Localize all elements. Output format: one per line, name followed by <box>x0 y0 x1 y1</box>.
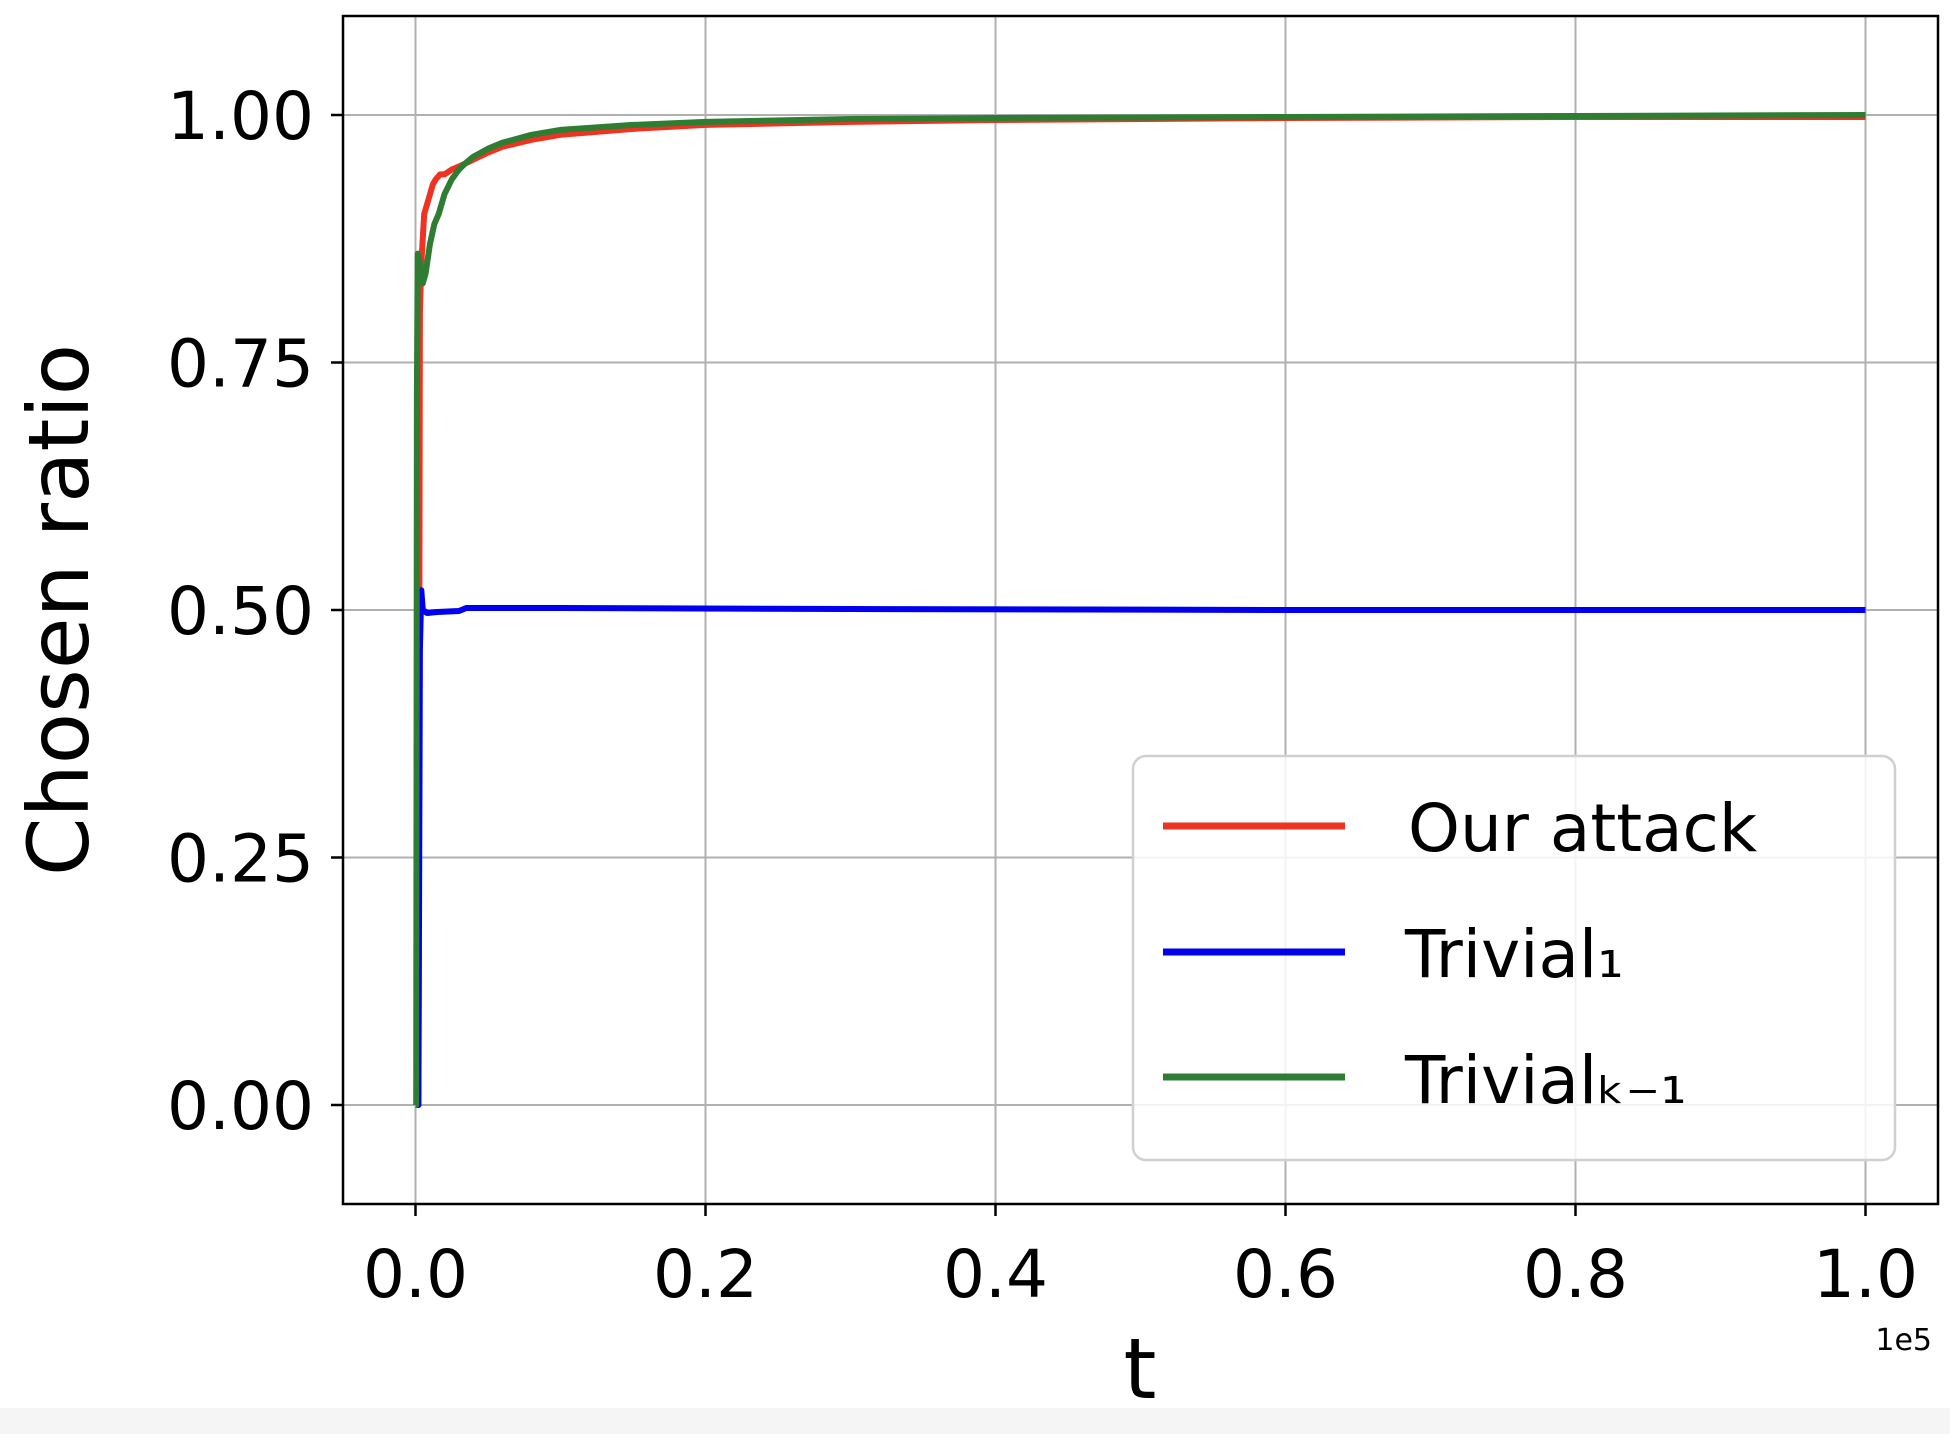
legend-label-our-attack: Our attack <box>1408 790 1758 867</box>
legend-frame <box>1131 754 1897 1162</box>
x-tick-label-0-4: 0.4 <box>943 1236 1048 1313</box>
y-tick-label-1-00: 1.00 <box>167 78 314 155</box>
y-tick-label-0-00: 0.00 <box>167 1068 314 1145</box>
x-tick-label-0-6: 0.6 <box>1233 1236 1338 1313</box>
series-line-trivial-1 <box>415 587 1866 1108</box>
series-line-trivial-k-1 <box>413 112 1866 1108</box>
series-layer <box>413 112 1866 1108</box>
x-tick-label-0-0: 0.0 <box>363 1236 468 1313</box>
ticks <box>331 113 1867 1216</box>
x-tick-label-0-2: 0.2 <box>653 1236 758 1313</box>
tick-labels: 0.0 0.2 0.4 0.6 0.8 1.0 0.00 0.25 0.50 0.75 1.00 <box>167 78 1918 1313</box>
x-tick-label-1-0: 1.0 <box>1813 1236 1918 1313</box>
y-tick-label-0-25: 0.25 <box>167 821 314 898</box>
bottom-strip <box>0 1408 1950 1434</box>
legend-item-trivial-1: Trivial₁ <box>1163 916 1624 993</box>
legend-item-trivial-k-1: Trivialₖ₋₁ <box>1163 1042 1687 1119</box>
y-tick-label-0-75: 0.75 <box>167 326 314 403</box>
legend: Our attack Trivial₁ Trivialₖ₋₁ <box>1131 754 1897 1162</box>
x-tick-label-0-8: 0.8 <box>1523 1236 1628 1313</box>
legend-item-our-attack: Our attack <box>1163 790 1758 867</box>
x-axis-title: t <box>1124 1320 1157 1418</box>
y-axis-title: Chosen ratio <box>10 344 108 876</box>
legend-label-trivial-1: Trivial₁ <box>1404 916 1624 993</box>
y-tick-label-0-50: 0.50 <box>167 573 314 650</box>
legend-label-trivial-k-1: Trivialₖ₋₁ <box>1404 1042 1687 1119</box>
x-offset-label: 1e5 <box>1875 1323 1932 1358</box>
